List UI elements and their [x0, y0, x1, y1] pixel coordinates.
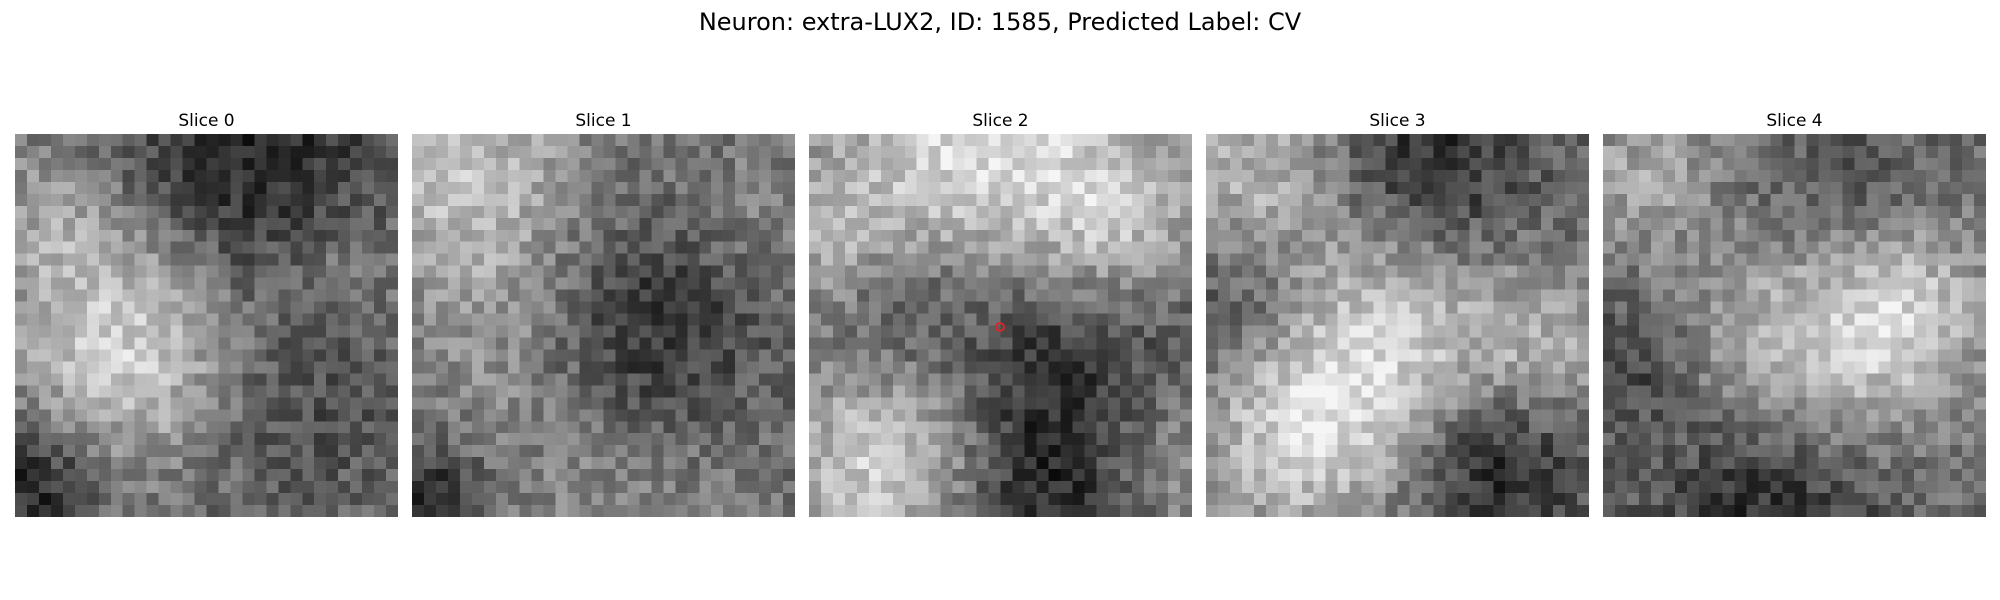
- slice-panel-1: Slice 1: [412, 108, 795, 517]
- slice-panel-0: Slice 0: [15, 108, 398, 517]
- slice-panel-3: Slice 3: [1206, 108, 1589, 517]
- slice-panel-4: Slice 4: [1603, 108, 1986, 517]
- slice-image-1: [412, 134, 795, 517]
- slice-title-4: Slice 4: [1766, 111, 1823, 131]
- slice-title-3: Slice 3: [1369, 111, 1426, 131]
- slice-image-0: [15, 134, 398, 517]
- slice-title-2: Slice 2: [972, 111, 1029, 131]
- slice-title-0: Slice 0: [178, 111, 235, 131]
- figure-title: Neuron: extra-LUX2, ID: 1585, Predicted …: [698, 8, 1302, 36]
- slice-image-4: [1603, 134, 1986, 517]
- slice-title-1: Slice 1: [575, 111, 632, 131]
- slice-image-3: [1206, 134, 1589, 517]
- neuron-center-marker: [995, 322, 1005, 332]
- slice-panel-2: Slice 2: [809, 108, 1192, 517]
